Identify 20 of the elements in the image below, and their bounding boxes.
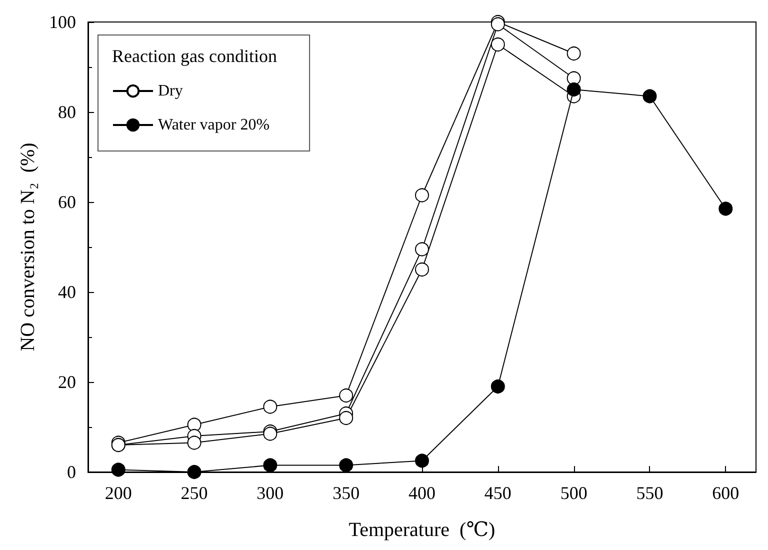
y-tick-label: 40	[58, 282, 76, 302]
y-tick-label: 100	[49, 12, 76, 32]
legend-title: Reaction gas condition	[112, 46, 277, 66]
y-tick-label: 20	[58, 372, 76, 392]
x-tick-label: 500	[560, 483, 588, 503]
x-tick-label: 450	[484, 483, 512, 503]
x-tick-label: 400	[408, 483, 436, 503]
y-tick-label: 80	[58, 102, 76, 122]
legend-label: Water vapor 20%	[158, 116, 270, 134]
legend-label: Dry	[158, 82, 183, 100]
x-tick-label: 250	[180, 483, 208, 503]
y-axis-title: NO conversion to N₂ (%)	[17, 142, 39, 352]
x-tick-label: 350	[332, 483, 360, 503]
y-tick-label: 60	[58, 192, 76, 212]
x-tick-label: 550	[636, 483, 664, 503]
x-tick-label: 300	[256, 483, 284, 503]
x-tick-label: 600	[712, 483, 740, 503]
x-axis-title: Temperature (℃)	[348, 519, 496, 541]
x-tick-label: 200	[104, 483, 132, 503]
y-tick-label: 0	[67, 462, 76, 482]
